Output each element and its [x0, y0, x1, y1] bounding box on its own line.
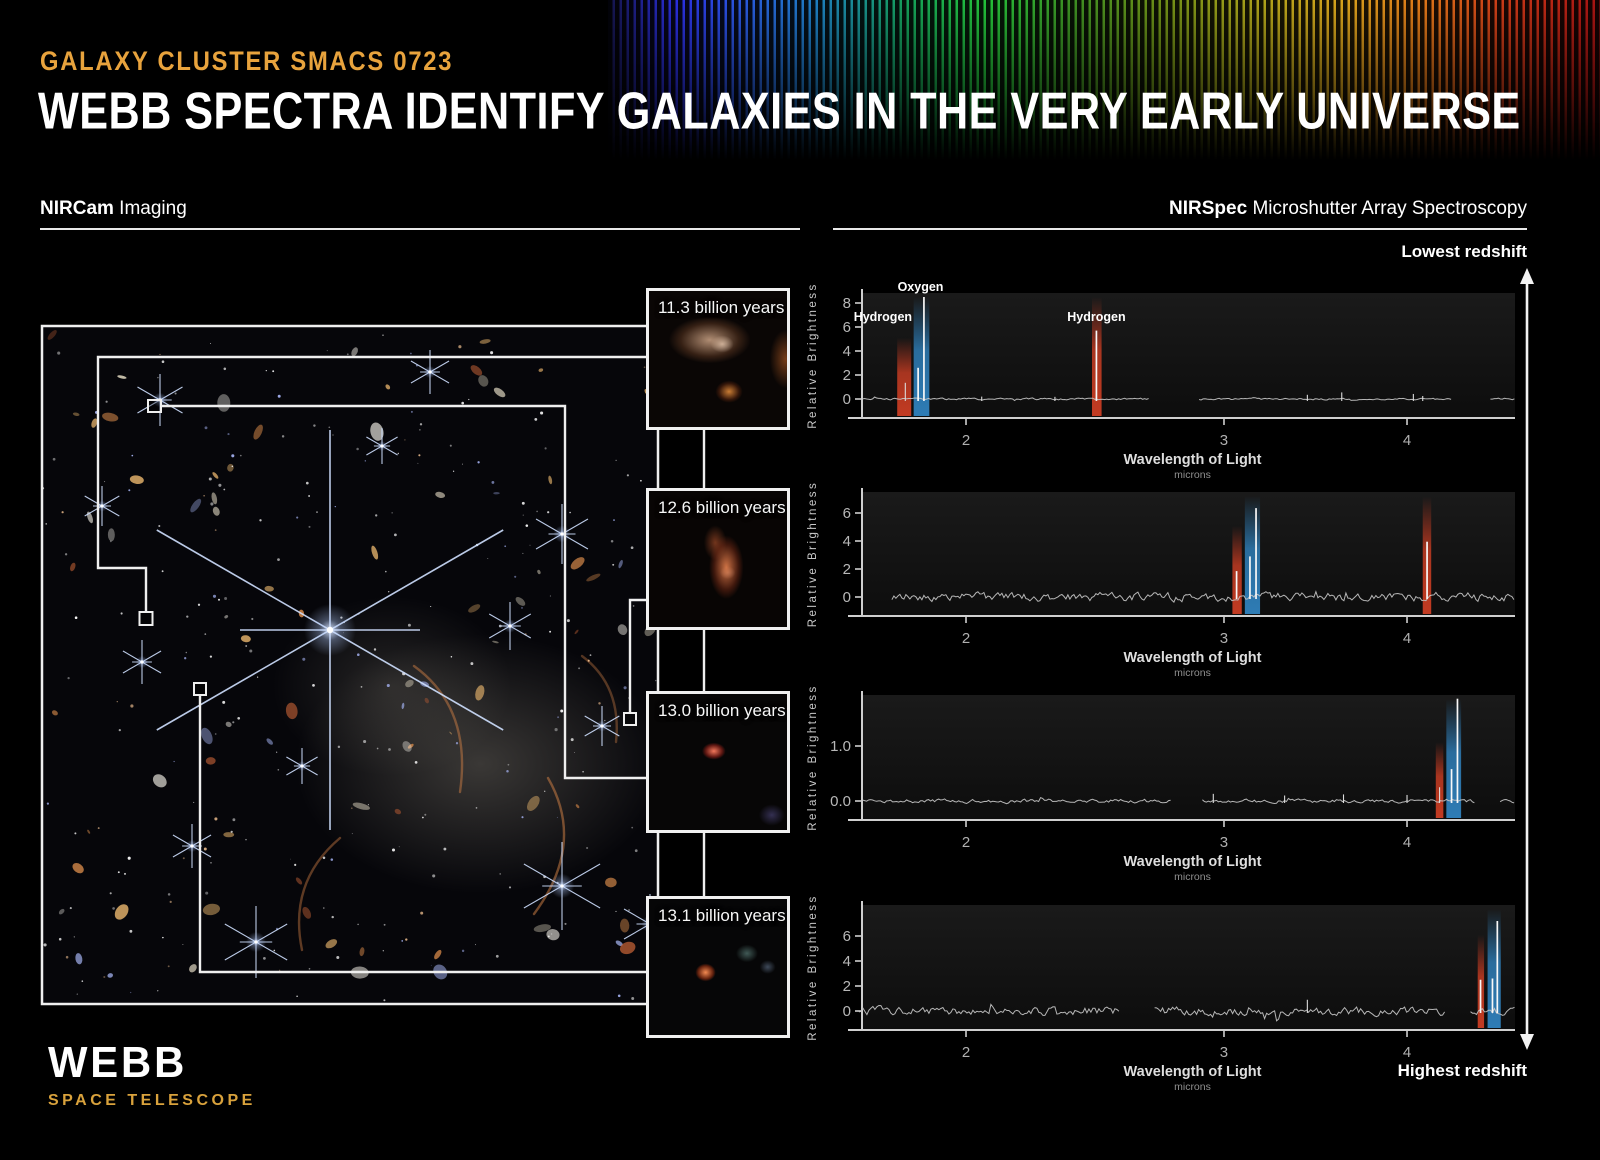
starfield-art: [41, 326, 677, 1004]
webb-logo-wordmark: WEBB: [48, 1038, 188, 1087]
nirspec-section-label: NIRSpec Microshutter Array Spectroscopy: [1169, 198, 1527, 220]
spectrum-panel-2: 0 2 4 6 Relative Brightness 2 3 4 Wavelength of …: [807, 481, 1515, 679]
cutout-label: 13.1 billion years: [658, 906, 786, 925]
svg-text:2: 2: [962, 630, 970, 647]
svg-text:4: 4: [1403, 630, 1411, 647]
svg-text:Hydrogen: Hydrogen: [854, 310, 912, 324]
svg-text:microns: microns: [1174, 667, 1211, 679]
svg-text:Wavelength of Light: Wavelength of Light: [1123, 854, 1261, 870]
svg-text:Wavelength of Light: Wavelength of Light: [1123, 650, 1261, 666]
left-section-rule: [40, 228, 800, 230]
svg-text:Relative Brightness: Relative Brightness: [807, 282, 819, 429]
svg-text:Oxygen: Oxygen: [898, 280, 944, 294]
svg-text:Hydrogen: Hydrogen: [1067, 310, 1125, 324]
svg-text:Relative Brightness: Relative Brightness: [807, 894, 819, 1041]
svg-text:0.0: 0.0: [830, 793, 851, 810]
kicker: GALAXY CLUSTER SMACS 0723: [40, 46, 454, 76]
svg-text:2: 2: [962, 834, 970, 851]
svg-text:0: 0: [843, 589, 851, 606]
svg-text:2: 2: [843, 978, 851, 995]
cutout-13-0-billion-years: 13.0 billion years: [646, 691, 790, 833]
arrow-up-head: [1520, 268, 1534, 284]
cutout-galaxy-image: [649, 694, 787, 830]
svg-text:Relative Brightness: Relative Brightness: [807, 481, 819, 628]
svg-text:microns: microns: [1174, 469, 1211, 481]
spectral-stripes-decoration: [608, 0, 1600, 170]
cutout-galaxy-image: [649, 899, 787, 1035]
cutout-galaxy-image: [649, 291, 787, 427]
svg-text:0: 0: [843, 391, 851, 408]
nirspec-label-rest: Microshutter Array Spectroscopy: [1247, 198, 1527, 219]
cutout-label: 13.0 billion years: [658, 701, 786, 720]
svg-text:Wavelength of Light: Wavelength of Light: [1123, 1064, 1261, 1080]
cutout-13-1-billion-years: 13.1 billion years: [646, 896, 790, 1038]
highest-redshift-label: Highest redshift: [1397, 1061, 1527, 1080]
svg-text:2: 2: [962, 432, 970, 449]
svg-text:Wavelength of Light: Wavelength of Light: [1123, 452, 1261, 468]
svg-text:6: 6: [843, 505, 851, 522]
svg-text:4: 4: [843, 343, 851, 360]
cutout-label: 11.3 billion years: [658, 298, 785, 317]
arrow-down-head: [1520, 1034, 1534, 1050]
svg-text:3: 3: [1220, 432, 1228, 449]
right-section-rule: [833, 228, 1527, 230]
lowest-redshift-label: Lowest redshift: [1401, 242, 1527, 261]
svg-text:8: 8: [843, 295, 851, 312]
spectrum-panel-3: 0.0 1.0 Relative Brightness 2 3 4 Wavelength o…: [807, 684, 1515, 883]
svg-text:Relative Brightness: Relative Brightness: [807, 684, 819, 831]
nirspec-label-bold: NIRSpec: [1169, 198, 1248, 219]
svg-text:6: 6: [843, 928, 851, 945]
webb-logo: WEBB SPACE TELESCOPE: [48, 1038, 256, 1110]
svg-text:2: 2: [962, 1044, 970, 1061]
svg-text:3: 3: [1220, 630, 1228, 647]
svg-text:4: 4: [1403, 834, 1411, 851]
svg-text:microns: microns: [1174, 871, 1211, 883]
cutout-label: 12.6 billion years: [658, 498, 786, 517]
cutout-11-3-billion-years: 11.3 billion years: [646, 288, 790, 430]
svg-text:6: 6: [843, 319, 851, 336]
svg-text:4: 4: [843, 533, 851, 550]
webb-logo-subtitle: SPACE TELESCOPE: [48, 1092, 256, 1109]
page-title: WEBB SPECTRA IDENTIFY GALAXIES IN THE VE…: [38, 83, 1521, 141]
svg-text:microns: microns: [1174, 1081, 1211, 1093]
svg-text:2: 2: [843, 561, 851, 578]
nircam-label-rest: Imaging: [113, 198, 187, 219]
svg-text:3: 3: [1220, 1044, 1228, 1061]
spectrum-panel-1: 0 2 4 6 8 Relative Brightness 2 3 4 Wavelength of…: [807, 280, 1515, 481]
svg-text:4: 4: [843, 953, 851, 970]
svg-text:0: 0: [843, 1003, 851, 1020]
nircam-image: [41, 326, 677, 1004]
nircam-label-bold: NIRCam: [40, 198, 114, 219]
svg-text:3: 3: [1220, 834, 1228, 851]
nircam-section-label: NIRCam Imaging: [40, 198, 187, 220]
cutout-12-6-billion-years: 12.6 billion years: [646, 488, 790, 630]
svg-text:4: 4: [1403, 1044, 1411, 1061]
svg-text:1.0: 1.0: [830, 738, 851, 755]
cutout-galaxy-image: [649, 491, 787, 627]
svg-text:2: 2: [843, 367, 851, 384]
svg-text:4: 4: [1403, 432, 1411, 449]
